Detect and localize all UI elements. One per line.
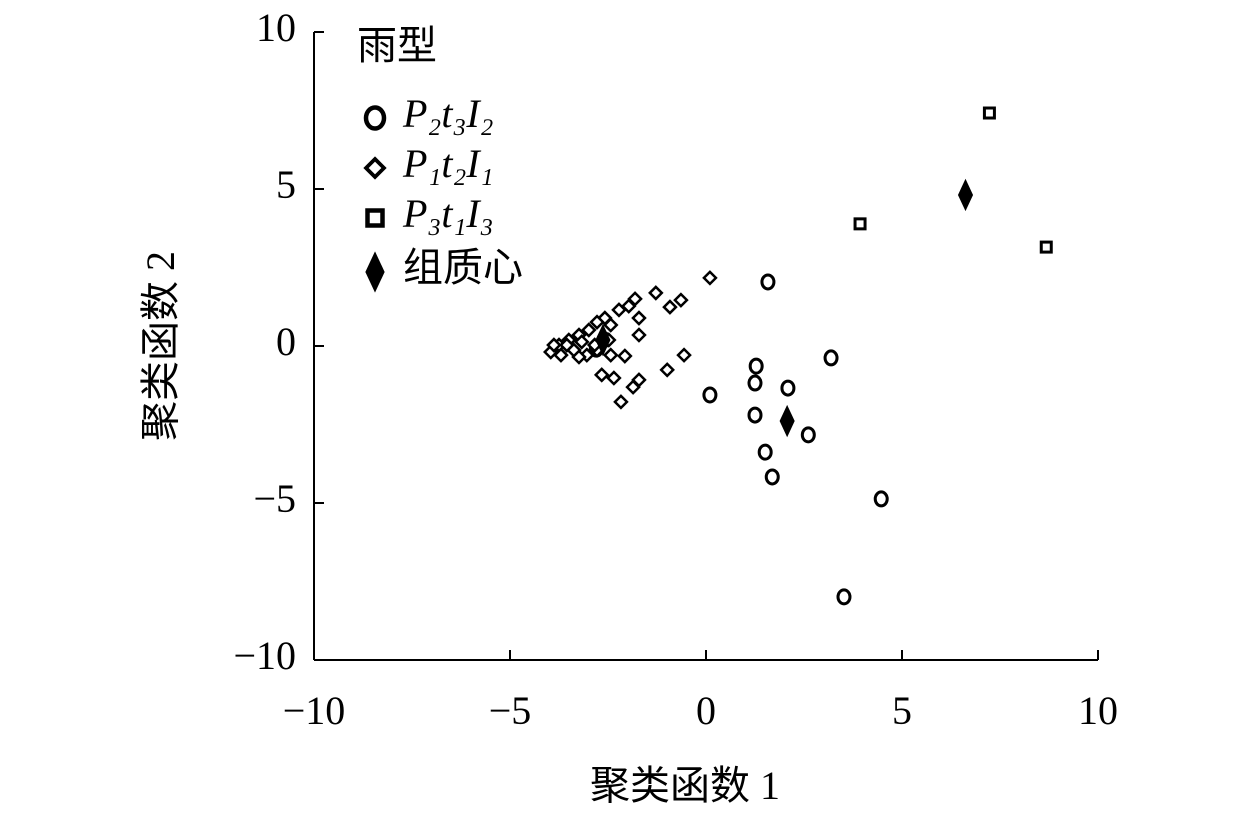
y-tick-label: −10 — [233, 633, 296, 678]
scatter-point — [780, 379, 796, 397]
scatter-point — [748, 357, 764, 375]
scatter-point — [662, 299, 678, 315]
scatter-point — [602, 317, 619, 333]
scatter-point — [613, 394, 629, 410]
scatter-point — [760, 273, 776, 291]
scatter-point — [747, 374, 763, 392]
legend-marker — [365, 208, 385, 228]
legend-title: 雨型 — [357, 23, 437, 68]
y-tick-label: 5 — [276, 162, 296, 207]
scatter-point — [676, 347, 692, 363]
scatter-point — [673, 292, 689, 308]
scatter-point — [617, 348, 633, 364]
scatter-point — [982, 106, 996, 120]
scatter-point — [611, 302, 627, 318]
scatter-point — [702, 270, 718, 286]
scatter-point — [602, 347, 619, 363]
x-tick-label: 5 — [892, 688, 912, 733]
scatter-point — [823, 349, 839, 367]
scatter-point — [853, 217, 867, 231]
x-axis-label: 聚类函数 1 — [590, 763, 780, 808]
scatter-point — [593, 367, 610, 383]
scatter-point — [606, 370, 622, 386]
scatter-point — [571, 349, 587, 365]
y-tick-label: 0 — [276, 319, 296, 364]
scatter-point — [559, 337, 575, 353]
scatter-point — [589, 314, 605, 330]
scatter-point — [747, 406, 763, 424]
legend-marker — [363, 156, 387, 180]
x-tick-label: −5 — [489, 688, 532, 733]
scatter-point — [648, 285, 664, 301]
scatter-point — [581, 322, 597, 338]
legend-label: P₂t₃I₂ — [402, 91, 494, 136]
y-tick-label: 10 — [256, 5, 296, 50]
legend-label: 组质心 — [403, 245, 523, 290]
legend-label: P₃t₁I₃ — [402, 191, 494, 236]
legend-marker — [365, 251, 385, 293]
scatter-point — [957, 178, 974, 212]
legend-marker — [363, 105, 387, 131]
scatter-point — [873, 490, 889, 508]
scatter-point — [595, 323, 611, 357]
scatter-point — [702, 386, 718, 404]
y-tick-label: −5 — [253, 476, 296, 521]
scatter-point — [631, 327, 647, 343]
scatter-point — [631, 310, 647, 326]
x-tick-label: −10 — [283, 688, 346, 733]
scatter-point — [779, 404, 795, 438]
scatter-point — [546, 337, 562, 353]
scatter-point — [659, 362, 675, 378]
scatter-point — [836, 588, 852, 606]
scatter-point — [764, 468, 780, 486]
scatter-point — [800, 426, 816, 444]
y-axis-label: 聚类函数 2 — [138, 251, 183, 441]
scatter-point — [625, 379, 641, 395]
scatter-point — [757, 443, 773, 461]
scatter-point — [573, 334, 590, 350]
scatter-point — [553, 347, 569, 363]
legend-label: P₁t₂I₁ — [402, 141, 494, 186]
scatter-point — [1039, 240, 1053, 254]
x-tick-label: 10 — [1078, 688, 1118, 733]
x-tick-label: 0 — [696, 688, 716, 733]
